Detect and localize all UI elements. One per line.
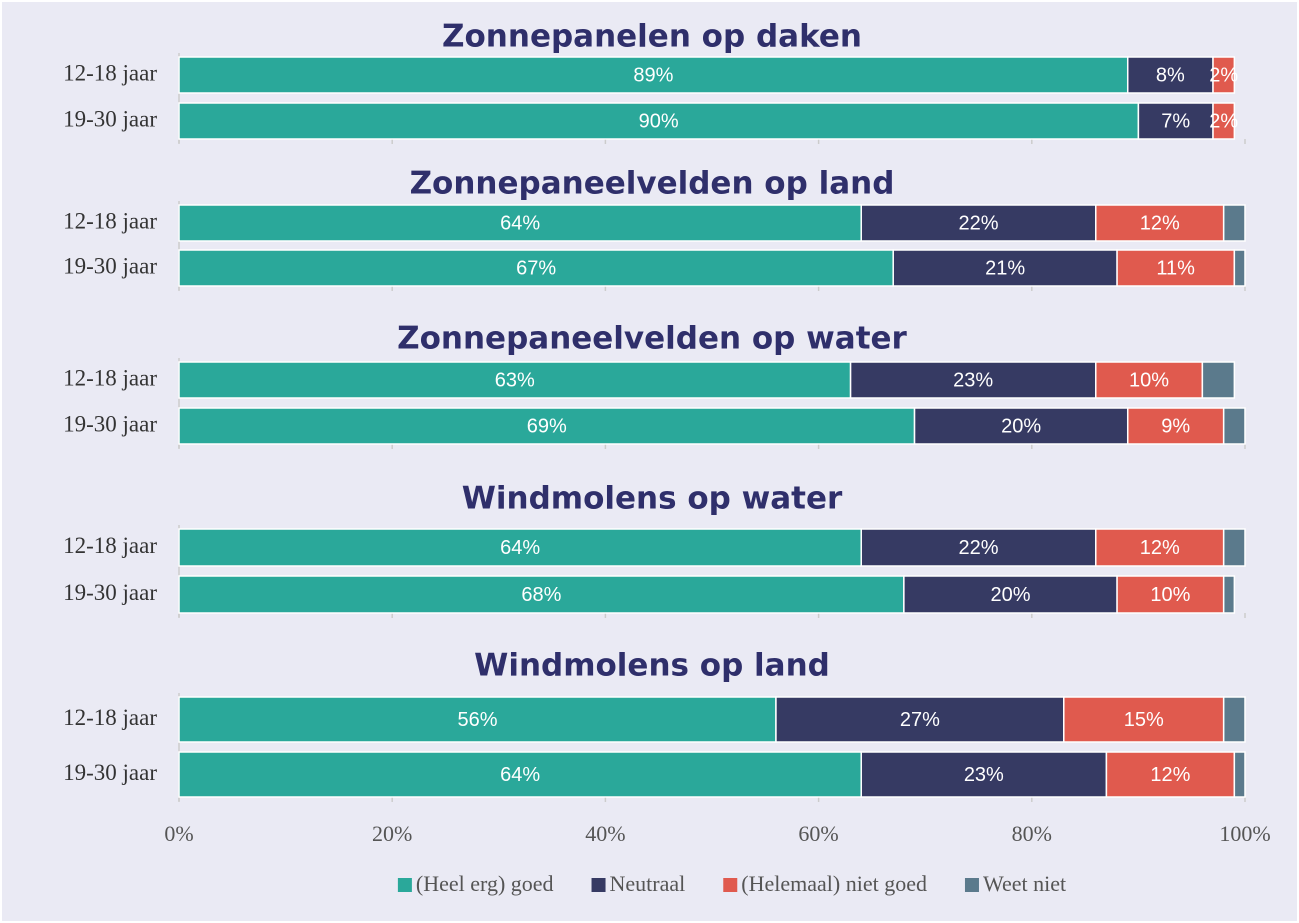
value-label: 2% [1209, 64, 1238, 86]
bar-segment [860, 204, 1097, 242]
value-label: 23% [953, 369, 993, 391]
value-label: 64% [500, 212, 540, 234]
bar-segment [860, 528, 1097, 567]
bar-segment [178, 528, 862, 567]
bar-segment [178, 249, 894, 287]
value-label: 89% [633, 64, 673, 86]
bar-segment [1222, 696, 1246, 743]
value-label: 2% [1209, 110, 1238, 132]
bar-segment [178, 407, 916, 445]
value-label: 21% [985, 257, 1025, 279]
bar-segment [1222, 575, 1236, 614]
bar-segment [860, 751, 1108, 798]
value-label: 20% [990, 584, 1030, 606]
bar-segment [1063, 696, 1225, 743]
bar-segment [1095, 204, 1225, 242]
value-label: 63% [495, 369, 535, 391]
bar-segment [1212, 102, 1236, 140]
panel-title: Zonnepaneelvelden op land [410, 166, 895, 202]
bar-segment [178, 204, 862, 242]
value-label: 20% [1001, 415, 1041, 437]
category-label: 12-18 jaar [63, 705, 157, 730]
category-label: 19-30 jaar [63, 580, 157, 605]
value-label: 8% [1156, 64, 1185, 86]
category-label: 19-30 jaar [63, 411, 157, 436]
value-label: 12% [1150, 764, 1190, 786]
value-label: 64% [500, 537, 540, 559]
value-label: 11% [1156, 257, 1195, 279]
value-label: 64% [500, 764, 540, 786]
legend-swatch [723, 878, 738, 892]
x-tick-label: 40% [585, 821, 625, 846]
legend-label: (Helemaal) niet goed [741, 871, 927, 896]
bar-segment [913, 407, 1129, 445]
legend-swatch [964, 878, 979, 892]
x-tick-label: 80% [1012, 821, 1052, 846]
value-label: 10% [1129, 369, 1169, 391]
category-label: 19-30 jaar [63, 760, 157, 785]
legend-swatch [397, 878, 412, 892]
value-label: 15% [1124, 709, 1164, 731]
x-tick-label: 100% [1219, 821, 1270, 846]
legend-label: Weet niet [983, 871, 1066, 896]
value-label: 23% [964, 764, 1004, 786]
x-tick-label: 0% [164, 821, 193, 846]
bar-segment [1137, 102, 1214, 140]
category-label: 12-18 jaar [63, 60, 157, 85]
value-label: 67% [516, 257, 556, 279]
bar-segment [1233, 751, 1246, 798]
value-label: 68% [521, 584, 561, 606]
panel-title: Zonnepanelen op daken [442, 19, 862, 55]
bar-segment [178, 751, 862, 798]
bar-segment [1126, 56, 1214, 94]
value-label: 27% [900, 709, 940, 731]
panel-title: Windmolens op water [462, 481, 843, 517]
category-label: 19-30 jaar [63, 106, 157, 131]
value-label: 7% [1161, 110, 1190, 132]
bar-segment [849, 361, 1097, 399]
value-label: 9% [1161, 415, 1190, 437]
bar-segment [1116, 249, 1236, 287]
category-label: 12-18 jaar [63, 365, 157, 390]
value-label: 10% [1150, 584, 1190, 606]
bar-segment [892, 249, 1118, 287]
bar-segment [1222, 528, 1246, 567]
panel-title: Zonnepaneelvelden op water [397, 321, 907, 357]
bar-segment [903, 575, 1118, 614]
bar-segment [178, 575, 905, 614]
bar-segment [1201, 361, 1236, 399]
value-label: 22% [958, 537, 998, 559]
value-label: 56% [457, 709, 497, 731]
bar-segment [1095, 361, 1204, 399]
category-label: 12-18 jaar [63, 533, 157, 558]
legend-swatch [591, 878, 606, 892]
bar-segment [1212, 56, 1236, 94]
panel-title: Windmolens op land [474, 648, 830, 684]
value-label: 22% [958, 212, 998, 234]
bar-segment [1222, 407, 1246, 445]
bar-segment [178, 696, 777, 743]
x-tick-label: 20% [372, 821, 412, 846]
legend-label: (Heel erg) goed [416, 871, 554, 896]
legend-label: Neutraal [610, 871, 686, 896]
category-label: 19-30 jaar [63, 253, 157, 278]
bar-segment [1126, 407, 1225, 445]
value-label: 12% [1140, 212, 1180, 234]
bar-segment [1095, 528, 1225, 567]
bar-segment [1233, 249, 1246, 287]
bar-segment [178, 102, 1140, 140]
value-label: 90% [639, 110, 679, 132]
value-label: 69% [527, 415, 567, 437]
value-label: 12% [1140, 537, 1180, 559]
x-tick-label: 60% [798, 821, 838, 846]
category-label: 12-18 jaar [63, 208, 157, 233]
bar-segment [1222, 204, 1246, 242]
